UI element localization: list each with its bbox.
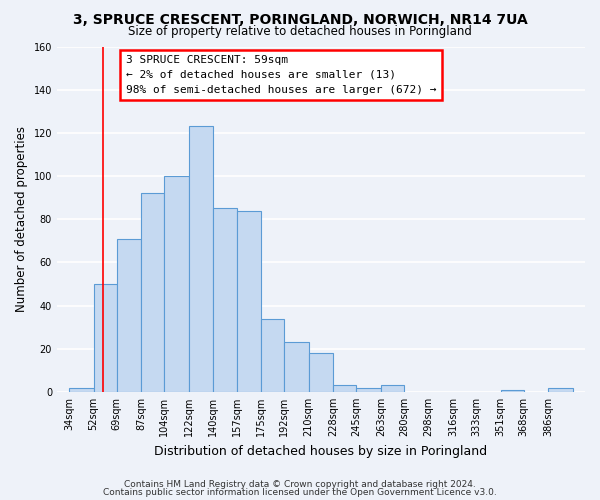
Bar (309, 353, 333, 392)
Bar (500, 390, 524, 392)
Bar (117, 238, 142, 392)
Bar (236, 210, 261, 392)
Bar (548, 388, 573, 392)
X-axis label: Distribution of detached houses by size in Poringland: Distribution of detached houses by size … (154, 444, 488, 458)
Bar (261, 318, 284, 392)
Bar (333, 386, 356, 392)
Bar (94, 284, 117, 392)
Bar (189, 126, 214, 392)
Text: Contains public sector information licensed under the Open Government Licence v3: Contains public sector information licen… (103, 488, 497, 497)
Bar (69, 388, 94, 392)
Text: 3, SPRUCE CRESCENT, PORINGLAND, NORWICH, NR14 7UA: 3, SPRUCE CRESCENT, PORINGLAND, NORWICH,… (73, 12, 527, 26)
Text: Size of property relative to detached houses in Poringland: Size of property relative to detached ho… (128, 25, 472, 38)
Text: Contains HM Land Registry data © Crown copyright and database right 2024.: Contains HM Land Registry data © Crown c… (124, 480, 476, 489)
Bar (164, 176, 189, 392)
Bar (284, 342, 309, 392)
Text: 3 SPRUCE CRESCENT: 59sqm
← 2% of detached houses are smaller (13)
98% of semi-de: 3 SPRUCE CRESCENT: 59sqm ← 2% of detache… (125, 55, 436, 94)
Bar (142, 194, 164, 392)
Bar (356, 388, 381, 392)
Bar (214, 208, 236, 392)
Bar (381, 386, 404, 392)
Y-axis label: Number of detached properties: Number of detached properties (15, 126, 28, 312)
